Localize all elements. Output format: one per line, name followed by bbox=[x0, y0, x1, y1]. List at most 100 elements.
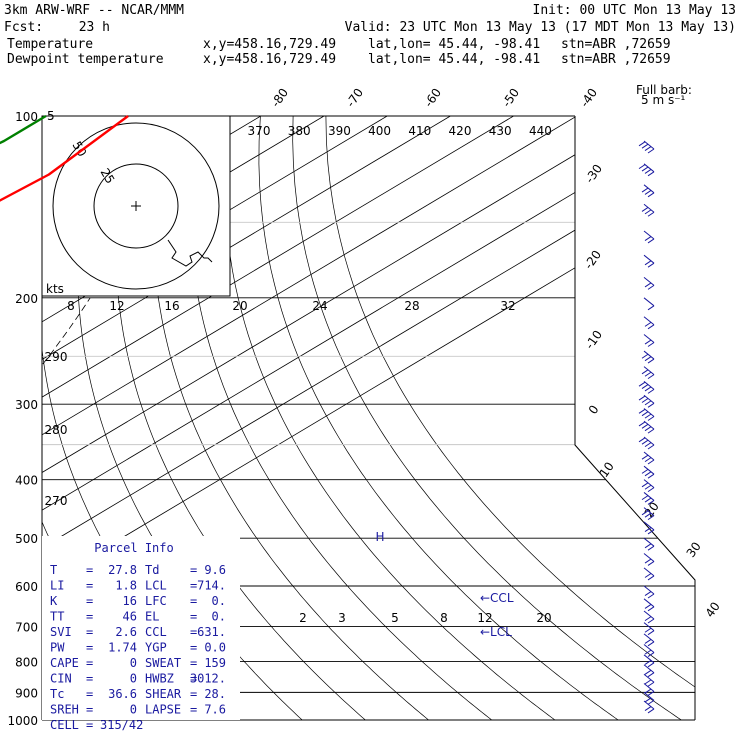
wind-barb-flag bbox=[641, 207, 649, 212]
pressure-tick-label: 1000 bbox=[7, 714, 38, 728]
wind-barb-flag bbox=[647, 192, 655, 198]
isotherm bbox=[42, 116, 514, 720]
parcel-param-name: LFC bbox=[145, 594, 167, 608]
wind-barb bbox=[641, 350, 655, 364]
wind-barb-flag bbox=[644, 426, 652, 432]
wind-barb bbox=[643, 654, 655, 668]
wind-barb-flag bbox=[647, 428, 655, 434]
wind-barb bbox=[643, 297, 655, 311]
parcel-equals: = bbox=[86, 672, 93, 686]
wind-barb-flag bbox=[644, 371, 652, 377]
wind-barb-flag bbox=[641, 143, 649, 149]
wind-barb bbox=[643, 567, 655, 581]
wind-barb bbox=[638, 420, 655, 434]
wind-barb-staff bbox=[643, 644, 655, 653]
hodograph-corner-label: 5 bbox=[47, 109, 55, 123]
wind-barb-flag bbox=[647, 238, 655, 244]
wind-barb-staff bbox=[643, 664, 655, 674]
wind-barb-flag bbox=[644, 209, 652, 215]
wind-barb-flag bbox=[647, 444, 655, 450]
wind-barb bbox=[643, 691, 655, 705]
wind-barb-staff bbox=[643, 622, 655, 632]
wind-barb bbox=[643, 316, 655, 330]
parcel-equals: = bbox=[190, 656, 197, 670]
wind-barb-staff bbox=[643, 230, 655, 240]
wind-barb-flag bbox=[644, 649, 652, 655]
wind-barb bbox=[638, 380, 655, 394]
mixing-ratio-label: 3 bbox=[338, 611, 346, 625]
plot-right-border bbox=[574, 116, 696, 720]
init-time: Init: 00 UTC Mon 13 May 13 bbox=[533, 3, 737, 18]
wind-barb-flag bbox=[644, 660, 652, 665]
parcel-param-name: HWBZ bbox=[145, 672, 174, 686]
parcel-param-name: T bbox=[50, 563, 57, 577]
wind-barb bbox=[643, 633, 655, 647]
parcel-param-name: LCL bbox=[145, 579, 167, 593]
wind-barb-staff bbox=[643, 585, 655, 595]
parcel-equals: = bbox=[190, 703, 197, 717]
legend-series-name: Temperature bbox=[7, 37, 93, 52]
theta-labels: 370 380 390 400 410 420 430 440 290 280 270 bbox=[45, 124, 552, 508]
wind-barb bbox=[643, 683, 655, 696]
wind-barb-staff bbox=[643, 633, 655, 643]
wind-barb bbox=[643, 537, 655, 551]
wind-barb-flag bbox=[644, 543, 652, 549]
parcel-param-name: EL bbox=[145, 610, 159, 624]
parcel-param-name: LAPSE bbox=[145, 703, 181, 717]
mixing-ratio-label: 2 bbox=[299, 611, 307, 625]
wind-barb-flag bbox=[647, 324, 655, 330]
parcel-param-value: 631. bbox=[197, 625, 226, 639]
hodograph-speed-unit: kts bbox=[46, 282, 64, 296]
wind-barb bbox=[643, 585, 655, 599]
parcel-param-name: CCL bbox=[145, 625, 167, 639]
temperature-tick-label: -70 bbox=[343, 86, 366, 110]
wind-barb-staff bbox=[643, 394, 655, 404]
wind-barb-flag bbox=[647, 575, 655, 581]
temperature-tick-label: -40 bbox=[577, 86, 600, 110]
parcel-param-name: CIN bbox=[50, 672, 72, 686]
wind-barb-flag bbox=[647, 305, 655, 311]
theta-top-label: 400 bbox=[368, 124, 391, 138]
parcel-param-name: LI bbox=[50, 579, 64, 593]
wind-barb-flag bbox=[638, 408, 646, 414]
mixing-ratio-label: 12 bbox=[477, 611, 492, 625]
wind-barb-flag bbox=[644, 616, 652, 622]
wind-barb-flag bbox=[647, 402, 655, 408]
wind-barb-staff bbox=[643, 598, 655, 608]
wind-barb-flag bbox=[647, 358, 655, 364]
wind-barb-staff bbox=[643, 553, 655, 562]
wind-barb-flag bbox=[644, 627, 652, 633]
wind-barb-flag bbox=[644, 169, 652, 174]
wind-barb-flag bbox=[647, 148, 655, 154]
wind-barb-flag bbox=[647, 618, 655, 624]
wind-barb-flag bbox=[641, 423, 649, 429]
parcel-param-value: 0 bbox=[130, 672, 137, 686]
wind-barb-flag bbox=[647, 211, 655, 217]
temperature-tick-label: -20 bbox=[581, 248, 604, 272]
wind-barb-flag bbox=[644, 457, 652, 463]
parcel-param-value: 0. bbox=[212, 610, 226, 624]
parcel-param-name: K bbox=[50, 594, 58, 608]
temperature-tick-label: 10 bbox=[597, 459, 617, 480]
hodograph-tick-label: 8 bbox=[67, 299, 75, 313]
wind-barb-flag bbox=[644, 146, 652, 152]
wind-barb-staff bbox=[643, 691, 655, 701]
mixing-ratio-label: 20 bbox=[536, 611, 551, 625]
wind-barb-staff bbox=[643, 673, 655, 683]
wind-barb bbox=[643, 622, 655, 636]
hodograph-inner-ring bbox=[93, 163, 179, 249]
wind-barb-flag bbox=[647, 545, 655, 551]
parcel-param-value: 27.8 bbox=[108, 563, 137, 577]
legend-series-name: Dewpoint temperature bbox=[7, 52, 164, 67]
theta-top-label: 410 bbox=[408, 124, 431, 138]
parcel-param-value: 0 bbox=[130, 703, 137, 717]
parcel-info-background bbox=[42, 536, 240, 720]
wind-barb-flag bbox=[644, 573, 652, 578]
barb-legend-label: Full barb: bbox=[636, 83, 692, 97]
temperature-tick-label: -60 bbox=[421, 86, 444, 110]
isotherm bbox=[42, 116, 451, 720]
